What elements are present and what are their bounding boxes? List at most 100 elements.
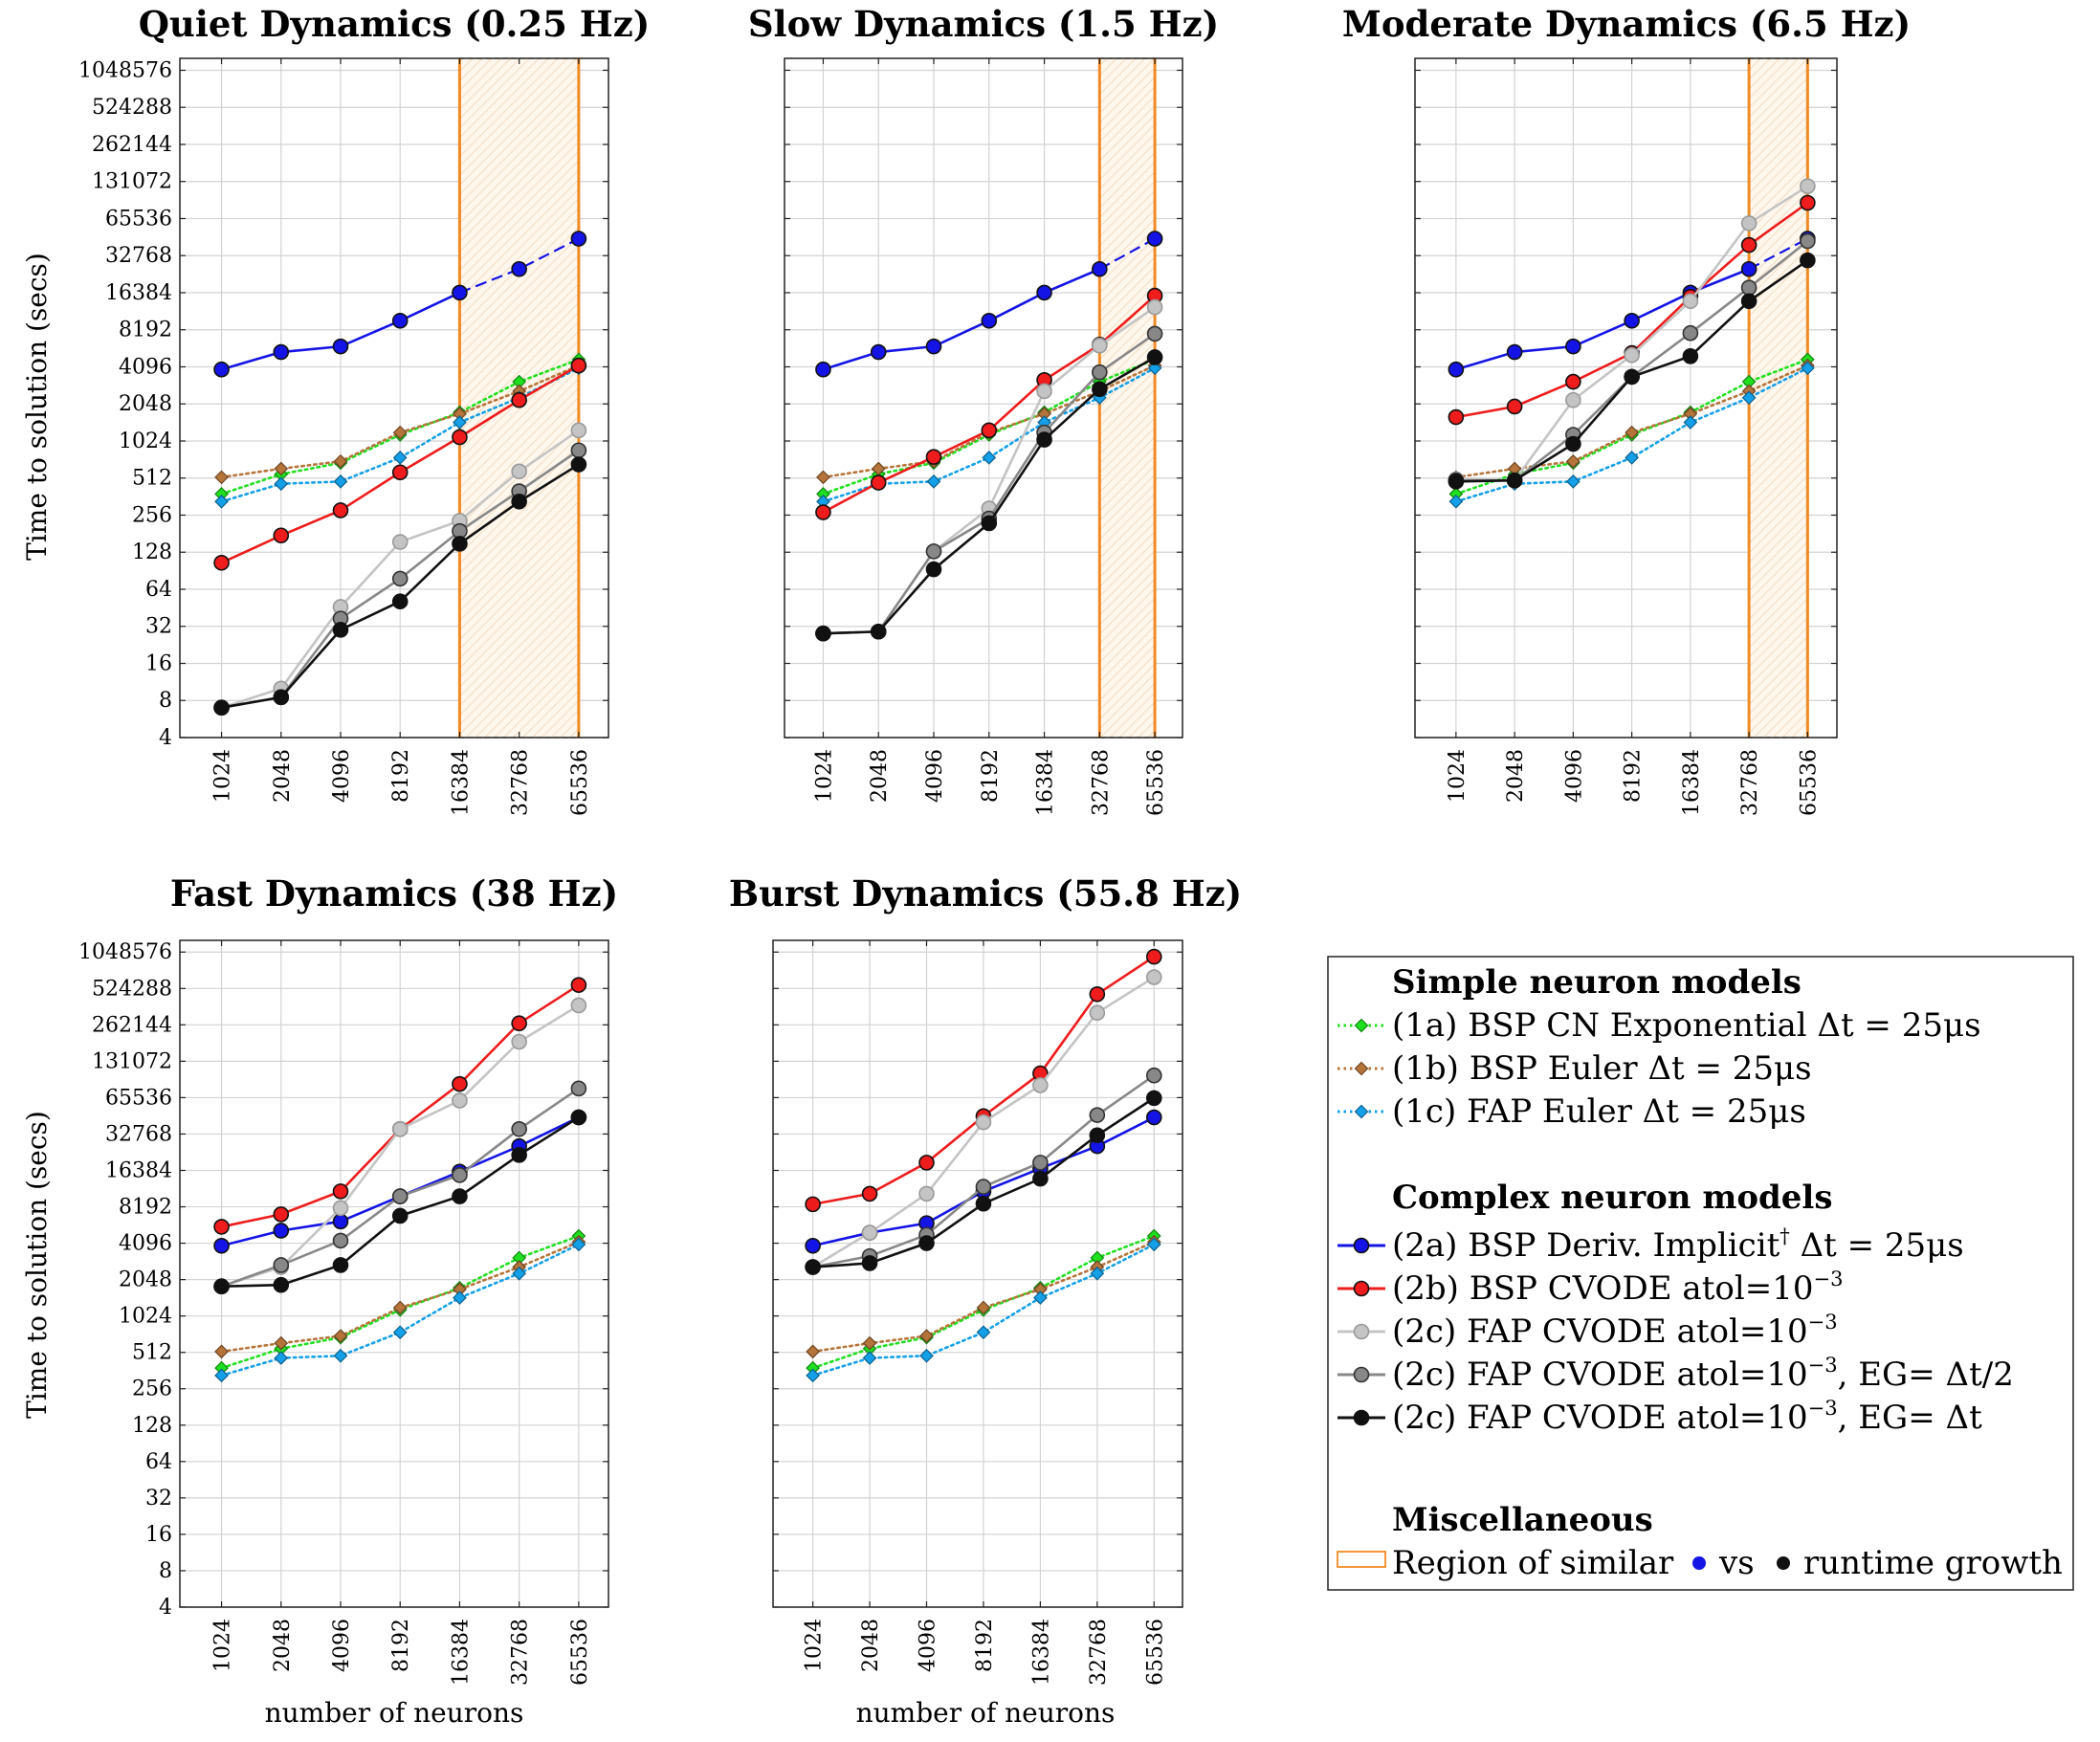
y-tick-label: 65536 bbox=[105, 207, 172, 231]
point-2b-32768 bbox=[511, 391, 527, 408]
point-2c3-32768 bbox=[1092, 381, 1108, 398]
legend-entry-2c3: (2c) FAP CVODE atol=10−3, EG= Δt bbox=[1337, 1397, 1982, 1437]
legend-section-title: Simple neuron models bbox=[1392, 963, 1802, 1002]
panel-title: Moderate Dynamics (6.5 Hz) bbox=[1342, 3, 1911, 45]
x-tick-label: 8192 bbox=[1622, 749, 1646, 803]
ticks: 1024 2048 4096 8192 16384 32768 65536 bbox=[773, 940, 1183, 1686]
point-2c2-65536 bbox=[1146, 325, 1163, 342]
series-2c3 bbox=[213, 1109, 587, 1295]
series-1c bbox=[806, 1237, 1161, 1383]
plot-frame bbox=[1414, 57, 1838, 739]
point-1c-16384 bbox=[453, 415, 467, 430]
point-2b-4096 bbox=[918, 1155, 935, 1171]
point-2c1-4096 bbox=[918, 1185, 935, 1202]
x-tick-label: 4096 bbox=[330, 1619, 354, 1672]
x-tick-label: 16384 bbox=[449, 1619, 473, 1686]
x-tick-label: 32768 bbox=[1738, 749, 1762, 816]
legend-region-label-post: runtime growth bbox=[1803, 1544, 2063, 1582]
point-2a-65536 bbox=[570, 231, 587, 247]
y-axis-label-bottom: Time to solution (secs) bbox=[21, 1111, 53, 1419]
ticks: 1024 2048 4096 8192 16384 32768 65536 bbox=[785, 58, 1183, 816]
point-2c1-16384 bbox=[452, 1092, 468, 1109]
point-1c-65536 bbox=[1147, 361, 1162, 376]
point-1b-4096 bbox=[1566, 453, 1581, 469]
point-2c2-8192 bbox=[975, 1179, 992, 1195]
point-2c2-32768 bbox=[511, 1120, 527, 1137]
x-tick-label: 65536 bbox=[1797, 749, 1821, 816]
y-tick-label: 128 bbox=[132, 540, 172, 564]
x-tick-label: 16384 bbox=[449, 749, 473, 816]
y-tick-label: 524288 bbox=[92, 977, 172, 1001]
point-2c1-32768 bbox=[511, 1033, 527, 1050]
point-2c3-16384 bbox=[1036, 431, 1052, 448]
point-2c1-2048 bbox=[861, 1224, 878, 1241]
point-2c3-16384 bbox=[452, 536, 468, 552]
x-axis-label-burst: number of neurons bbox=[856, 1697, 1116, 1729]
point-2b-8192 bbox=[391, 464, 409, 481]
y-tick-label: 65536 bbox=[105, 1086, 172, 1110]
point-1c-1024 bbox=[806, 1368, 820, 1383]
x-tick-label: 16384 bbox=[1034, 749, 1058, 816]
point-2c3-32768 bbox=[511, 493, 527, 510]
y-axis-label-top: Time to solution (secs) bbox=[21, 253, 53, 561]
legend-swatch-marker bbox=[1354, 1018, 1369, 1033]
point-2c1-32768 bbox=[1089, 1004, 1106, 1021]
point-1c-1024 bbox=[1448, 494, 1464, 509]
legend-entry-region: Region of similar vs runtime growth bbox=[1337, 1544, 2063, 1582]
legend-label: (1a) BSP CN Exponential Δt = 25μs bbox=[1392, 1006, 1981, 1045]
point-1b-2048 bbox=[274, 461, 289, 476]
x-tick-label: 65536 bbox=[568, 1619, 592, 1686]
point-2a-32768 bbox=[1092, 260, 1108, 277]
point-1b-1024 bbox=[806, 1344, 820, 1359]
point-2a-2048 bbox=[870, 343, 887, 361]
series-2c3 bbox=[805, 1090, 1162, 1275]
plot-frame bbox=[772, 939, 1183, 1608]
legend: Simple neuron models (1a) BSP CN Exponent… bbox=[1327, 956, 2074, 1591]
point-2c3-1024 bbox=[805, 1259, 821, 1275]
x-tick-label: 2048 bbox=[859, 1619, 883, 1672]
point-2b-2048 bbox=[1506, 398, 1523, 415]
legend-swatch-marker bbox=[1353, 1366, 1370, 1383]
panel-title: Quiet Dynamics (0.25 Hz) bbox=[139, 3, 651, 45]
point-2c1-8192 bbox=[975, 1114, 992, 1131]
x-tick-label: 8192 bbox=[389, 1619, 413, 1672]
point-2c3-8192 bbox=[981, 515, 998, 532]
x-tick-label: 1024 bbox=[803, 1619, 827, 1672]
panel-title: Fast Dynamics (38 Hz) bbox=[170, 872, 618, 915]
point-2c3-16384 bbox=[1032, 1170, 1049, 1187]
point-2c1-8192 bbox=[391, 534, 409, 550]
y-tick-label: 1048576 bbox=[78, 940, 172, 964]
x-tick-label: 16384 bbox=[1680, 749, 1704, 816]
point-2c1-32768 bbox=[1092, 337, 1108, 354]
point-2c3-2048 bbox=[870, 623, 887, 640]
point-2c2-65536 bbox=[1800, 232, 1816, 250]
legend-label: (2b) BSP CVODE atol=10−3 bbox=[1392, 1268, 1843, 1308]
point-2b-4096 bbox=[332, 1183, 349, 1200]
series-line-2a-dashed bbox=[459, 237, 580, 294]
point-2a-4096 bbox=[332, 338, 349, 355]
legend-swatch-marker bbox=[1353, 1280, 1370, 1297]
point-2a-1024 bbox=[805, 1237, 821, 1254]
series-2a bbox=[815, 231, 1163, 378]
point-1c-8192 bbox=[982, 451, 997, 465]
point-2c2-65536 bbox=[570, 442, 587, 459]
point-2c3-65536 bbox=[570, 456, 587, 473]
point-2c3-16384 bbox=[452, 1188, 468, 1204]
point-1c-8192 bbox=[1625, 451, 1639, 465]
point-1c-65536 bbox=[571, 1237, 586, 1252]
x-tick-label: 8192 bbox=[389, 749, 413, 803]
panel-moderate-dynamics: Moderate Dynamics (6.5 Hz) 1024 2048 4096 81… bbox=[1342, 3, 1911, 816]
point-1c-4096 bbox=[333, 474, 348, 489]
x-axis-label-fast: number of neurons bbox=[265, 1697, 524, 1729]
y-tick-label: 4096 bbox=[119, 355, 172, 379]
y-tick-label: 64 bbox=[145, 1450, 172, 1474]
point-2a-16384 bbox=[452, 284, 468, 301]
series-line-2a-dashed bbox=[1098, 237, 1156, 271]
point-2b-4096 bbox=[332, 502, 349, 518]
series-2c1 bbox=[805, 969, 1162, 1275]
point-2a-1024 bbox=[213, 1237, 230, 1254]
point-1c-2048 bbox=[274, 476, 289, 492]
legend-swatch-marker bbox=[1353, 1237, 1370, 1254]
point-2b-1024 bbox=[213, 555, 230, 571]
series-2c3 bbox=[815, 349, 1163, 642]
